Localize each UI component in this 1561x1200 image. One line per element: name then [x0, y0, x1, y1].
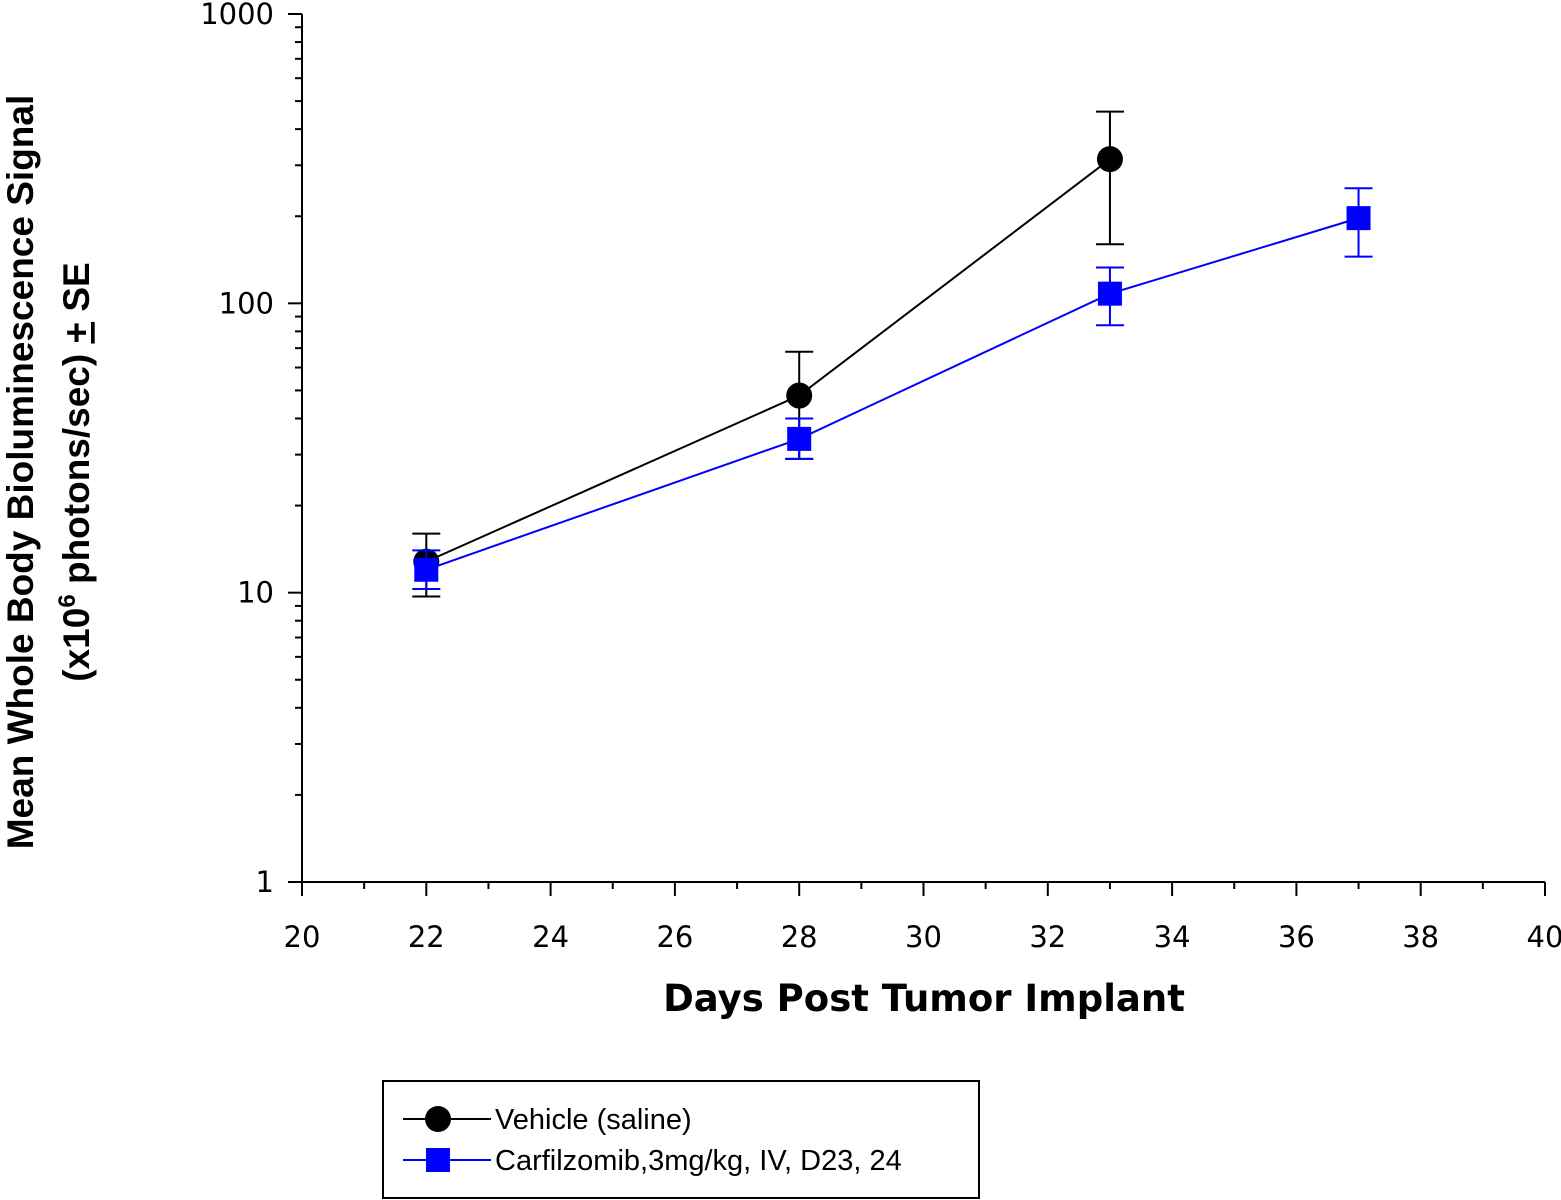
x-tick-label: 22 — [408, 920, 445, 954]
series-vehicle — [412, 110, 1124, 598]
x-tick-label: 40 — [1527, 920, 1561, 954]
data-point — [414, 557, 439, 582]
data-point — [787, 426, 812, 451]
legend-marker-carfilzomib — [426, 1148, 450, 1172]
series-line — [425, 217, 1359, 571]
series-line — [425, 158, 1111, 563]
y-axis-label-line2: (x106 photons/sec) + SE — [54, 262, 97, 681]
x-tick-label: 36 — [1278, 920, 1315, 954]
x-tick-label: 32 — [1029, 920, 1066, 954]
y-axis-label-line2-group: (x106 photons/sec) + SE — [54, 262, 97, 681]
series-carfilzomib — [412, 187, 1373, 590]
x-tick-label: 34 — [1154, 920, 1191, 954]
legend-label-carfilzomib: Carfilzomib,3mg/kg, IV, D23, 24 — [495, 1145, 902, 1177]
x-ticks: 20 22 24 26 28 30 32 34 36 38 40 — [284, 882, 1561, 954]
y-axis-label-prefix: (x10 — [56, 608, 97, 682]
y-axis-label-pm: + — [56, 322, 97, 344]
legend: Vehicle (saline) Carfilzomib,3mg/kg, IV,… — [382, 1080, 980, 1199]
y-axis-label-sup: 6 — [54, 594, 81, 607]
x-tick-label: 28 — [781, 920, 818, 954]
y-tick-label: 10 — [237, 576, 274, 610]
x-tick-label: 38 — [1402, 920, 1439, 954]
x-tick-label: 30 — [905, 920, 942, 954]
data-point — [1096, 146, 1123, 173]
y-tick-label: 1 — [256, 865, 274, 899]
y-tick-label: 100 — [219, 286, 274, 320]
x-axis-label: Days Post Tumor Implant — [663, 977, 1185, 1020]
y-axis-label-line1: Mean Whole Body Bioluminescence Signal — [0, 95, 41, 850]
x-tick-label: 20 — [284, 920, 321, 954]
data-point — [1097, 281, 1122, 306]
x-tick-label: 26 — [656, 920, 693, 954]
legend-box — [382, 1080, 980, 1199]
y-axis-label-mid: photons/sec) — [56, 344, 97, 595]
legend-label-vehicle: Vehicle (saline) — [495, 1104, 692, 1136]
data-point — [786, 382, 813, 409]
y-axis-label: Mean Whole Body Bioluminescence Signal — [0, 95, 41, 850]
series-layer — [412, 110, 1373, 598]
data-point — [1346, 206, 1371, 231]
y-axis-label-suffix: SE — [56, 262, 97, 322]
x-tick-label: 24 — [532, 920, 569, 954]
y-tick-label: 1000 — [200, 0, 274, 31]
legend-marker-vehicle — [425, 1106, 451, 1132]
y-ticks: 1 10 100 1000 — [200, 0, 302, 899]
